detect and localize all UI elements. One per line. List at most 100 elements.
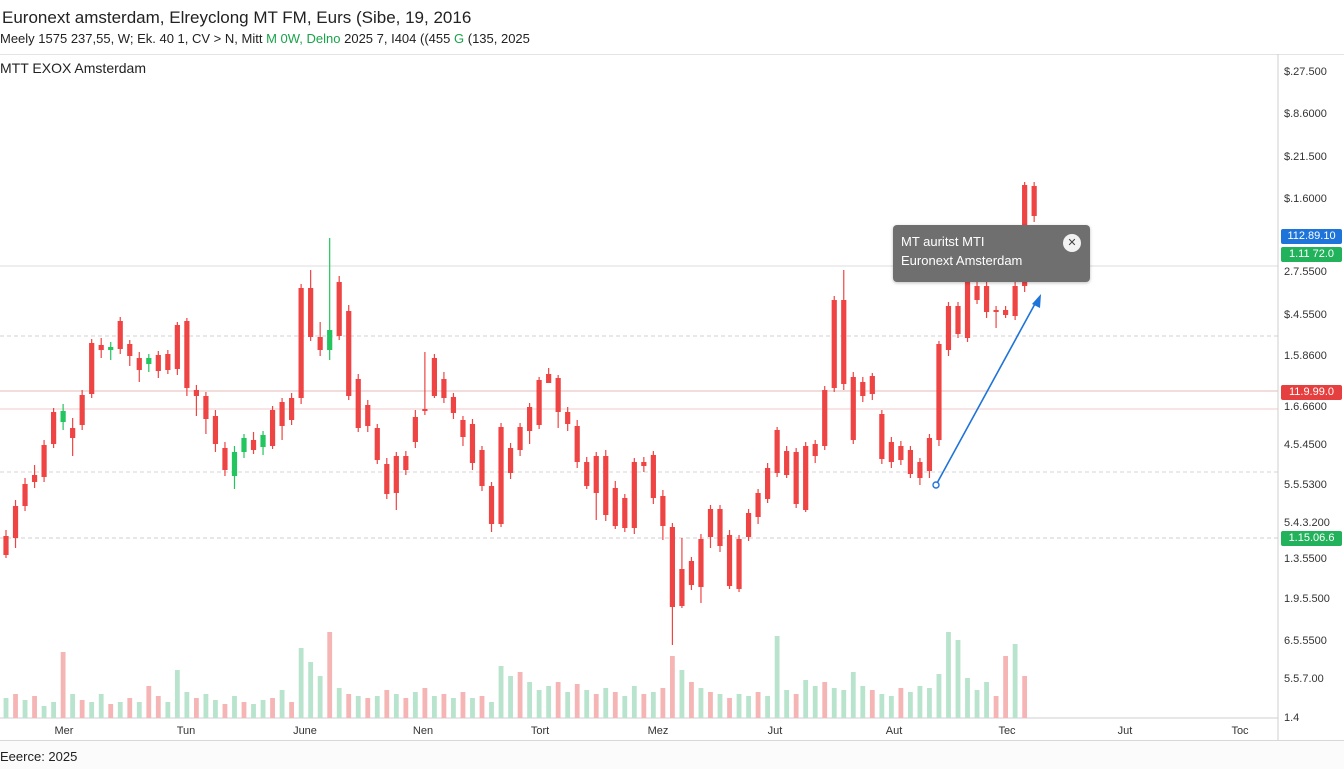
candle bbox=[555, 375, 561, 428]
volume-bar bbox=[384, 690, 390, 718]
candle bbox=[308, 270, 314, 341]
candle bbox=[241, 434, 247, 458]
candle-body bbox=[822, 390, 828, 446]
candle-body bbox=[498, 427, 504, 524]
candle bbox=[860, 377, 866, 402]
candle bbox=[803, 442, 809, 512]
volume-bar bbox=[565, 692, 571, 718]
candle bbox=[660, 490, 666, 540]
candle-body bbox=[593, 456, 599, 493]
volume-bar bbox=[803, 680, 809, 718]
volume-bar bbox=[251, 704, 256, 718]
candle-body bbox=[412, 417, 418, 442]
volume-bars bbox=[3, 632, 1028, 718]
candle-body bbox=[174, 325, 180, 369]
trend-line bbox=[935, 301, 1037, 486]
readout-date: 2025 7, I404 ((455 bbox=[344, 31, 451, 46]
candle-body bbox=[441, 379, 447, 398]
volume-bar bbox=[165, 702, 171, 718]
candle-body bbox=[51, 412, 57, 444]
candle bbox=[422, 352, 428, 415]
candle-body bbox=[222, 448, 228, 470]
candle bbox=[565, 407, 571, 431]
candle bbox=[269, 406, 276, 449]
volume-bar bbox=[365, 698, 371, 718]
price-axis-label: $.8.6000 bbox=[1284, 108, 1327, 120]
price-axis-label: $.4.5500 bbox=[1284, 309, 1327, 321]
volume-bar bbox=[32, 696, 37, 718]
price-chart[interactable]: $.27.500 $.8.6000 $.21.500 $.1.6000 2.7.5500… bbox=[0, 54, 1344, 740]
candle bbox=[174, 322, 180, 375]
grid-lines bbox=[0, 54, 1279, 740]
candle-body bbox=[869, 376, 875, 394]
candle bbox=[327, 238, 333, 360]
candle bbox=[346, 305, 352, 400]
volume-bar bbox=[355, 696, 361, 718]
price-axis-label: $.1.6000 bbox=[1284, 193, 1327, 205]
candle bbox=[536, 377, 542, 429]
volume-bar bbox=[622, 696, 628, 718]
volume-bar bbox=[679, 670, 685, 718]
price-axis-label: 4.5.4500 bbox=[1284, 439, 1327, 451]
candle bbox=[51, 408, 57, 448]
candle bbox=[527, 403, 533, 444]
candle bbox=[669, 523, 675, 645]
readout-indicator: G bbox=[453, 31, 465, 46]
candle-body bbox=[536, 380, 542, 425]
volume-bar bbox=[908, 692, 913, 718]
candle-body bbox=[1012, 286, 1018, 316]
time-axis-label: Toc bbox=[1231, 725, 1249, 737]
candle-body bbox=[584, 462, 590, 486]
candle-body bbox=[422, 409, 428, 411]
volume-bar bbox=[727, 698, 732, 718]
volume-bar bbox=[946, 632, 951, 718]
candle bbox=[831, 296, 837, 392]
volume-bar bbox=[232, 696, 237, 718]
volume-bar bbox=[298, 648, 304, 718]
ohlc-readout: Meely 1575 237,55, W; Ek. 40 1, CV > N, … bbox=[0, 31, 530, 46]
candle-body bbox=[688, 561, 695, 585]
candle-body bbox=[269, 410, 276, 446]
trend-arrow-drawing bbox=[932, 294, 1041, 489]
volume-bar bbox=[70, 694, 76, 718]
candle-body bbox=[622, 498, 628, 528]
candle-body bbox=[507, 448, 514, 473]
volume-bar bbox=[279, 690, 285, 718]
candle-body bbox=[669, 527, 675, 607]
candle-body bbox=[355, 379, 361, 428]
volume-bar bbox=[79, 700, 85, 718]
candle bbox=[507, 443, 514, 479]
candle bbox=[155, 351, 161, 378]
close-icon[interactable]: ✕ bbox=[1063, 234, 1081, 252]
time-axis-label: Mez bbox=[648, 725, 669, 737]
candle bbox=[231, 446, 238, 489]
time-axis-label: Mer bbox=[55, 725, 74, 737]
volume-bar bbox=[593, 694, 599, 718]
volume-bar bbox=[489, 702, 494, 718]
candle bbox=[936, 341, 942, 446]
candle-body bbox=[298, 288, 304, 398]
source-label: Eeerce: 2025 bbox=[0, 749, 78, 764]
candle-body bbox=[365, 405, 371, 426]
candle bbox=[784, 446, 790, 478]
volume-bar bbox=[717, 694, 723, 718]
volume-bar bbox=[346, 694, 352, 718]
volume-bar bbox=[670, 656, 675, 718]
volume-bar bbox=[146, 686, 152, 718]
candle-body bbox=[98, 345, 104, 350]
candle bbox=[907, 446, 913, 478]
price-axis-label: 5.5.5300 bbox=[1284, 479, 1327, 491]
volume-bar bbox=[841, 690, 847, 718]
candle-body bbox=[469, 424, 476, 463]
candle bbox=[22, 478, 28, 511]
candle bbox=[584, 457, 590, 489]
volume-bar bbox=[831, 688, 837, 718]
candle bbox=[955, 302, 961, 338]
candle-body bbox=[108, 347, 114, 350]
price-axis-label: 1.5.8600 bbox=[1284, 350, 1327, 362]
time-axis-label: Tort bbox=[531, 725, 549, 737]
candle bbox=[707, 505, 714, 548]
time-axis-label: June bbox=[293, 725, 317, 737]
symbol-tooltip[interactable]: MT auritst MTI Euronext Amsterdam ✕ bbox=[893, 225, 1090, 282]
candle-body bbox=[488, 486, 495, 524]
